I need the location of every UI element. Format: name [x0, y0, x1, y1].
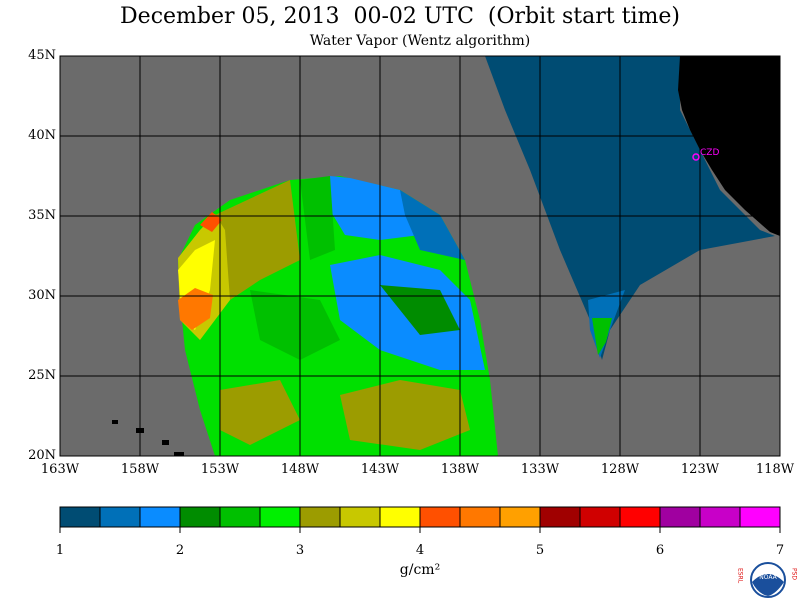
- grid-lines: [60, 56, 780, 456]
- colorbar-swatch: [699, 506, 741, 528]
- logo-center-text: NOAA: [759, 574, 777, 581]
- colorbar-swatch: [579, 506, 621, 528]
- colorbar-swatch: [99, 506, 141, 528]
- title: December 05, 2013 00-02 UTC (Orbit start…: [120, 4, 680, 29]
- logo-left-letters: ESRL: [737, 568, 744, 584]
- colorbar-tick-label: 6: [655, 543, 665, 558]
- lat-label: 25N: [28, 368, 56, 383]
- noaa-logo: NOAA ESRL PSD: [737, 562, 798, 598]
- colorbar-tick-label: 1: [55, 543, 65, 558]
- lon-label: 123W: [680, 462, 720, 477]
- subtitle: Water Vapor (Wentz algorithm): [309, 33, 531, 49]
- colorbar-swatch: [59, 506, 101, 528]
- colorbar-swatch: [339, 506, 381, 528]
- colorbar-tick-label: 4: [415, 543, 425, 558]
- colorbar-swatch: [499, 506, 541, 528]
- station-marker: [692, 153, 700, 161]
- colorbar-units: g/cm²: [399, 562, 441, 578]
- colorbar-swatch: [139, 506, 181, 528]
- colorbar-swatch: [219, 506, 261, 528]
- colorbar-tick-label: 3: [295, 543, 305, 558]
- colorbar-swatch: [539, 506, 581, 528]
- west-swath: [178, 176, 498, 456]
- colorbar: [59, 506, 781, 533]
- lat-label: 30N: [28, 288, 56, 303]
- colorbar-tick-label: 2: [175, 543, 185, 558]
- lon-label: 148W: [280, 462, 320, 477]
- logo-right-letters: PSD: [791, 568, 798, 580]
- lon-label: 138W: [440, 462, 480, 477]
- lat-label: 45N: [28, 48, 56, 63]
- lon-label: 128W: [600, 462, 640, 477]
- colorbar-swatch: [379, 506, 421, 528]
- lon-label: 133W: [520, 462, 560, 477]
- colorbar-swatch: [299, 506, 341, 528]
- lon-label: 118W: [755, 462, 795, 477]
- map-frame: [59, 55, 781, 457]
- east-swath: [485, 56, 775, 360]
- lon-label: 158W: [120, 462, 160, 477]
- lat-label: 20N: [28, 448, 56, 463]
- lon-label: 153W: [200, 462, 240, 477]
- colorbar-swatch: [419, 506, 461, 528]
- lat-label: 40N: [28, 128, 56, 143]
- land-mass: [678, 56, 780, 236]
- colorbar-swatch: [619, 506, 661, 528]
- colorbar-swatch: [659, 506, 701, 528]
- station-label: CZD: [700, 148, 719, 158]
- colorbar-swatch: [459, 506, 501, 528]
- colorbar-swatch: [259, 506, 301, 528]
- lon-label: 163W: [40, 462, 80, 477]
- colorbar-tick-label: 5: [535, 543, 545, 558]
- lon-label: 143W: [360, 462, 400, 477]
- lat-label: 35N: [28, 208, 56, 223]
- colorbar-swatch: [739, 506, 781, 528]
- colorbar-tick-label: 7: [775, 543, 785, 558]
- colorbar-swatch: [179, 506, 221, 528]
